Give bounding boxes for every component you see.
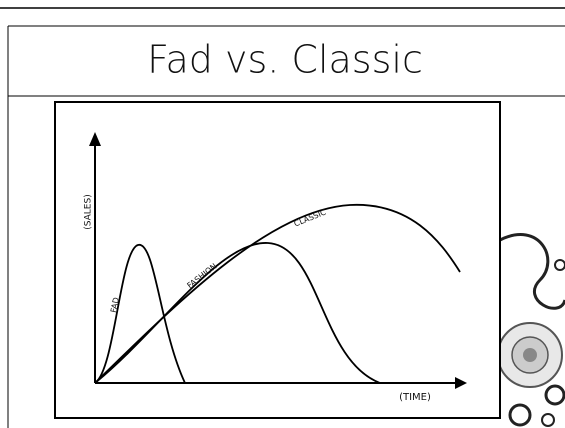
y-axis-label: (SALES): [84, 194, 94, 229]
slide: Fad vs. Classic (SALES) (TIME) FAD FASHI…: [0, 0, 565, 428]
slide-title: Fad vs. Classic: [147, 38, 423, 82]
x-axis-label: (TIME): [399, 392, 431, 403]
diagram-frame: [55, 102, 500, 418]
